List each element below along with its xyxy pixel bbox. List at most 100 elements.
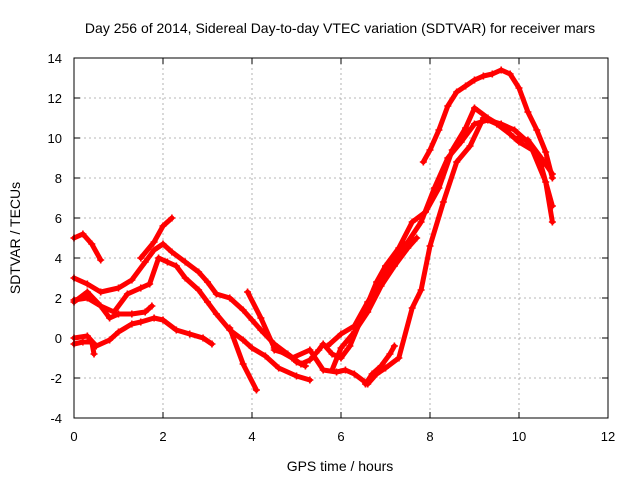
data-point [297, 360, 305, 368]
data-point [548, 202, 556, 210]
data-point [168, 214, 176, 222]
data-point [141, 258, 149, 266]
data-point [137, 254, 145, 262]
data-point [533, 126, 541, 134]
data-point [333, 368, 341, 376]
x-tick-label: 8 [426, 429, 433, 444]
data-point [377, 362, 385, 370]
y-tick-label: 6 [55, 211, 62, 226]
data-point [150, 314, 158, 322]
x-axis-title: GPS time / hours [287, 458, 394, 474]
data-point [524, 138, 532, 146]
data-point [97, 256, 105, 264]
series-trace-2 [71, 241, 308, 369]
data-point [137, 318, 145, 326]
x-tick-label: 2 [159, 429, 166, 444]
y-tick-label: 0 [55, 331, 62, 346]
data-point [462, 124, 470, 132]
data-point [466, 142, 474, 150]
series-trace-7 [138, 215, 175, 261]
data-point [306, 376, 314, 384]
data-point [212, 310, 220, 318]
data-point [141, 308, 149, 316]
data-point [195, 268, 203, 276]
data-point [226, 324, 234, 332]
series-trace-6 [71, 339, 97, 357]
data-point [88, 240, 96, 248]
data-point [542, 148, 550, 156]
data-point [204, 278, 211, 286]
data-point [328, 366, 336, 374]
plot-frame [73, 57, 609, 419]
data-point [123, 290, 131, 298]
data-point [239, 306, 247, 314]
data-point [404, 244, 412, 252]
data-point [417, 218, 425, 226]
data-point [377, 282, 385, 290]
data-point [181, 258, 189, 266]
y-tick-label: 8 [55, 171, 62, 186]
data-point [548, 218, 556, 226]
data-point [128, 310, 136, 318]
data-point [413, 234, 421, 242]
data-point [284, 350, 292, 358]
data-point [97, 288, 105, 296]
data-point [195, 286, 203, 294]
x-tick-label: 4 [248, 429, 255, 444]
data-point [511, 126, 519, 134]
data-point [390, 342, 398, 350]
data-point [430, 184, 438, 192]
data-point [364, 308, 372, 316]
data-point [128, 276, 136, 284]
data-point [444, 154, 452, 162]
data-point [319, 340, 327, 348]
data-point [453, 88, 461, 96]
data-point [382, 364, 389, 372]
y-tick-label: 4 [55, 251, 62, 266]
data-point [390, 262, 398, 270]
data-point [275, 364, 283, 372]
data-point [244, 288, 252, 296]
y-tick-label: 2 [55, 291, 62, 306]
data-point [479, 72, 487, 80]
data-point [350, 370, 358, 378]
data-point [148, 302, 156, 310]
data-point [88, 338, 96, 346]
y-tick-label: 14 [48, 51, 62, 66]
data-point [106, 314, 114, 322]
data-point [444, 102, 452, 110]
data-point [426, 146, 434, 154]
data-point [79, 230, 87, 238]
data-point [150, 238, 158, 246]
y-axis-title: SDTVAR / TECUs [7, 182, 23, 294]
data-point [270, 346, 278, 354]
data-point [208, 340, 216, 348]
data-point [150, 246, 158, 254]
data-point [419, 158, 427, 166]
data-point [168, 248, 176, 256]
data-point [319, 366, 327, 374]
data-point [524, 108, 532, 116]
series-trace-4 [71, 295, 155, 321]
chart-title: Day 256 of 2014, Sidereal Day-to-day VTE… [85, 20, 595, 36]
data-point [248, 316, 256, 324]
data-point [239, 336, 247, 344]
data-point [453, 158, 461, 166]
data-point [484, 116, 492, 124]
data-point [306, 346, 314, 354]
data-point [408, 304, 416, 312]
data-point [293, 372, 300, 380]
data-point [488, 70, 496, 78]
data-point [115, 284, 122, 292]
data-point [548, 174, 556, 182]
series-trace-13 [420, 67, 555, 181]
series-trace-11 [325, 117, 555, 349]
x-tick-label: 10 [512, 429, 526, 444]
data-point [204, 298, 211, 306]
data-point [159, 222, 167, 230]
data-point [90, 350, 98, 358]
data-point [163, 258, 171, 266]
data-point [199, 334, 207, 342]
data-point [337, 344, 345, 352]
data-point [386, 350, 394, 358]
